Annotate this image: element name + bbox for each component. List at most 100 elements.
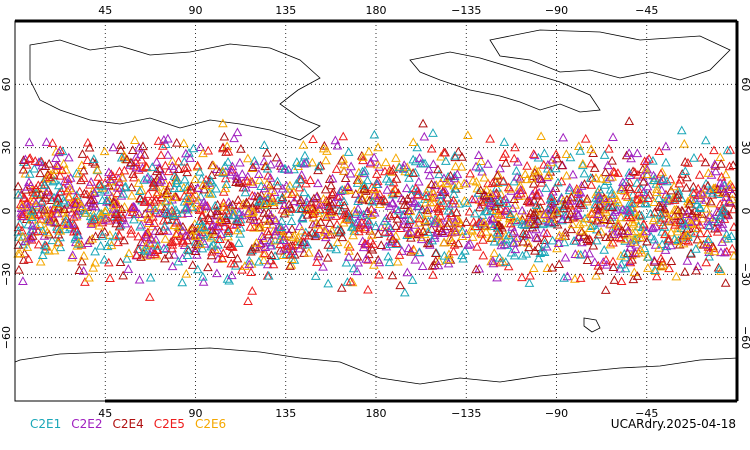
observation-marker bbox=[639, 156, 650, 166]
observation-marker bbox=[642, 155, 653, 165]
observation-marker bbox=[95, 240, 106, 250]
observation-marker bbox=[178, 182, 189, 192]
observation-marker bbox=[607, 155, 617, 165]
observation-marker bbox=[525, 217, 535, 227]
observation-marker bbox=[87, 186, 98, 196]
observation-marker bbox=[521, 248, 532, 258]
observation-marker bbox=[352, 251, 363, 261]
observation-marker bbox=[456, 161, 467, 171]
observation-marker bbox=[22, 204, 33, 214]
observation-marker bbox=[286, 259, 297, 269]
observation-marker bbox=[47, 235, 58, 245]
observation-marker bbox=[208, 219, 219, 229]
observation-marker bbox=[160, 160, 171, 170]
observation-marker bbox=[417, 261, 428, 270]
observation-marker bbox=[64, 192, 75, 202]
observation-marker bbox=[721, 192, 731, 201]
observation-marker bbox=[616, 259, 627, 269]
observation-marker bbox=[152, 240, 163, 250]
observation-marker bbox=[616, 250, 626, 260]
observation-marker bbox=[669, 195, 680, 204]
observation-marker bbox=[218, 166, 228, 176]
observation-marker bbox=[643, 251, 654, 261]
observation-marker bbox=[647, 223, 657, 233]
observation-marker bbox=[63, 152, 74, 162]
observation-marker bbox=[495, 195, 506, 205]
observation-marker bbox=[439, 185, 450, 195]
observation-marker bbox=[725, 144, 736, 154]
observation-marker bbox=[18, 164, 29, 174]
observation-marker bbox=[336, 283, 347, 292]
observation-marker bbox=[265, 180, 275, 190]
observation-marker bbox=[509, 194, 520, 204]
lon-tick-bottom: 45 bbox=[98, 407, 112, 420]
observation-marker bbox=[520, 169, 531, 179]
observation-marker bbox=[51, 160, 62, 170]
observation-marker bbox=[709, 159, 720, 169]
observation-marker bbox=[543, 204, 553, 214]
observation-marker bbox=[632, 271, 643, 280]
observation-marker bbox=[414, 153, 425, 162]
observation-marker bbox=[666, 185, 676, 195]
observation-marker bbox=[160, 253, 170, 263]
observation-marker bbox=[648, 155, 658, 165]
observation-marker bbox=[147, 182, 158, 192]
observation-marker bbox=[139, 149, 150, 159]
observation-marker bbox=[485, 192, 496, 202]
observation-marker bbox=[649, 265, 660, 274]
observation-marker bbox=[676, 125, 687, 135]
observation-marker bbox=[169, 183, 180, 193]
observation-marker bbox=[510, 142, 520, 152]
observation-marker bbox=[414, 227, 425, 237]
observation-marker bbox=[131, 162, 142, 172]
observation-marker bbox=[391, 153, 401, 162]
observation-marker bbox=[231, 177, 241, 187]
observation-marker bbox=[223, 146, 234, 156]
observation-marker bbox=[485, 133, 496, 143]
observation-marker bbox=[616, 185, 627, 194]
observation-marker bbox=[528, 149, 539, 158]
observation-marker bbox=[505, 209, 516, 218]
observation-marker bbox=[108, 200, 119, 210]
observation-marker bbox=[414, 247, 425, 257]
observation-marker bbox=[592, 215, 603, 225]
observation-marker bbox=[509, 176, 519, 186]
observation-marker bbox=[471, 264, 482, 274]
observation-marker bbox=[282, 240, 293, 250]
observation-marker bbox=[315, 160, 326, 170]
observation-marker bbox=[603, 160, 613, 170]
observation-marker bbox=[430, 256, 441, 265]
observation-marker bbox=[203, 145, 214, 155]
observation-marker bbox=[74, 186, 85, 196]
observation-marker bbox=[359, 184, 370, 193]
legend-c2e1: C2E1 bbox=[30, 417, 62, 431]
observation-marker bbox=[13, 226, 24, 236]
observation-marker bbox=[472, 241, 482, 251]
observation-marker bbox=[195, 142, 206, 152]
observation-marker bbox=[161, 244, 172, 253]
observation-marker bbox=[564, 185, 575, 195]
observation-marker bbox=[459, 195, 470, 205]
observation-marker bbox=[709, 145, 719, 155]
observation-marker bbox=[218, 168, 228, 177]
observation-marker bbox=[54, 147, 64, 157]
observation-marker bbox=[134, 142, 144, 152]
observation-marker bbox=[276, 194, 287, 204]
observation-marker bbox=[215, 234, 225, 244]
observation-marker bbox=[626, 153, 636, 163]
observation-marker bbox=[654, 243, 664, 252]
observation-marker bbox=[599, 150, 610, 159]
observation-marker bbox=[217, 253, 228, 262]
observation-marker bbox=[570, 249, 581, 258]
observation-marker bbox=[691, 265, 702, 275]
observation-marker bbox=[476, 227, 486, 237]
observation-marker bbox=[552, 153, 562, 163]
observation-marker bbox=[147, 162, 158, 171]
observation-marker bbox=[182, 250, 193, 259]
observation-marker bbox=[682, 256, 693, 265]
observation-marker bbox=[135, 193, 145, 202]
observation-marker bbox=[392, 256, 403, 266]
observation-marker bbox=[89, 187, 100, 197]
observation-marker bbox=[254, 222, 265, 231]
observation-marker bbox=[589, 163, 600, 172]
